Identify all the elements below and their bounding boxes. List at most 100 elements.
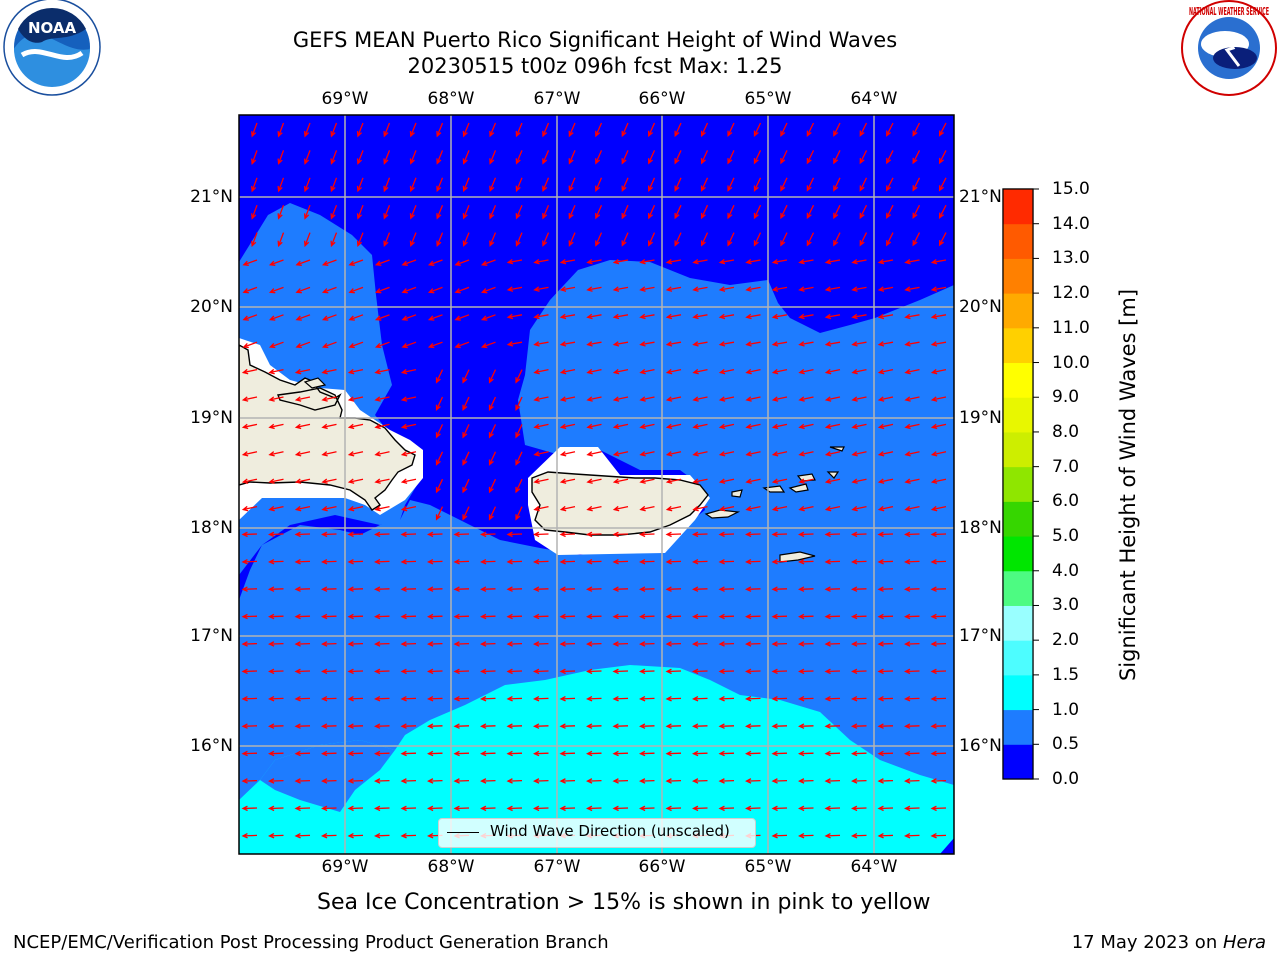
wind-wave-arrow [506, 723, 523, 729]
wind-wave-arrow [718, 368, 735, 375]
wind-wave-arrow [321, 314, 337, 321]
wind-wave-arrow [771, 258, 788, 265]
wind-wave-arrow [718, 586, 735, 592]
wind-wave-arrow [665, 586, 682, 592]
wind-wave-arrow [347, 613, 364, 620]
wind-wave-arrow [241, 423, 258, 430]
wind-wave-arrow [480, 723, 496, 729]
wind-wave-arrow [718, 695, 735, 702]
wind-wave-arrow [824, 478, 841, 484]
wind-wave-arrow [859, 204, 868, 220]
wind-wave-arrow [268, 832, 284, 839]
wind-wave-arrow [400, 451, 417, 457]
wind-wave-arrow [877, 586, 894, 592]
wind-wave-arrow [251, 204, 258, 220]
wind-wave-arrow [904, 695, 920, 702]
wind-wave-arrow [665, 396, 682, 402]
wind-wave-arrow [374, 396, 390, 402]
wind-wave-arrow [851, 423, 867, 430]
wind-wave-arrow [798, 505, 814, 512]
wind-wave-arrow [745, 613, 761, 620]
wind-wave-arrow [506, 805, 523, 812]
wind-wave-arrow [612, 423, 629, 430]
wind-wave-arrow [427, 586, 443, 592]
wind-wave-arrow [241, 695, 258, 702]
colorbar-tick-label: 5.0 [1052, 526, 1080, 547]
wind-wave-arrow [621, 232, 629, 247]
wind-wave-arrow [745, 558, 761, 565]
wind-wave-arrow [930, 313, 947, 320]
wind-wave-arrow [718, 341, 735, 347]
wind-wave-arrow [277, 177, 285, 193]
wind-wave-arrow [586, 805, 602, 812]
wind-wave-arrow [277, 150, 285, 165]
wind-wave-arrow [489, 232, 497, 247]
wind-wave-arrow [321, 259, 337, 266]
wind-wave-arrow [400, 613, 417, 620]
wind-wave-arrow [427, 668, 443, 675]
wind-wave-arrow [877, 558, 894, 565]
wind-wave-arrow [480, 586, 496, 592]
colorbar-tick-label: 0.0 [1052, 769, 1080, 789]
wind-wave-arrow [930, 695, 947, 702]
wind-wave-arrow [692, 668, 708, 675]
wind-wave-arrow [798, 368, 814, 375]
wind-wave-arrow [268, 558, 284, 565]
wind-wave-arrow [806, 150, 815, 165]
wind-wave-arrow [753, 122, 762, 138]
wind-wave-arrow [771, 451, 788, 457]
wind-wave-arrow [542, 122, 550, 138]
wind-wave-arrow [480, 750, 496, 757]
wind-wave-arrow [692, 286, 708, 292]
wind-wave-arrow [639, 423, 655, 430]
wind-wave-arrow [480, 778, 496, 784]
colorbar-frame [1002, 188, 1034, 780]
wind-wave-arrow [877, 641, 894, 647]
wind-wave-arrow [771, 558, 788, 565]
wind-wave-arrow [647, 177, 656, 192]
wind-wave-arrow [639, 478, 655, 484]
wind-wave-arrow [700, 177, 709, 192]
wind-wave-arrow [851, 558, 867, 565]
wind-wave-arrow [586, 341, 602, 347]
wind-wave-arrow [268, 668, 284, 675]
wind-wave-arrow [533, 341, 549, 347]
wind-wave-arrow [559, 778, 576, 784]
legend-line-sample [447, 832, 479, 833]
wind-wave-arrow [595, 204, 603, 220]
wind-wave-arrow [462, 424, 470, 439]
wind-wave-arrow [294, 396, 311, 402]
wind-wave-arrow [904, 613, 920, 620]
wind-wave-arrow [639, 586, 655, 592]
wind-wave-arrow [480, 641, 496, 647]
wind-wave-arrow [294, 613, 311, 620]
wind-wave-arrow [851, 832, 867, 839]
wind-wave-arrow [374, 259, 390, 266]
legend-label: Wind Wave Direction (unscaled) [490, 822, 730, 840]
wind-wave-arrow [859, 122, 868, 137]
wind-wave-arrow [533, 668, 549, 675]
wind-wave-arrow [242, 314, 258, 321]
wind-wave-arrow [533, 695, 549, 702]
wind-wave-arrow [692, 805, 708, 812]
wind-wave-arrow [559, 341, 576, 347]
wind-wave-arrow [321, 723, 337, 729]
wind-wave-arrow [586, 695, 602, 702]
wind-wave-arrow [692, 586, 708, 592]
wind-wave-arrow [718, 478, 735, 484]
wind-wave-arrow [506, 341, 523, 347]
wind-wave-arrow [586, 258, 602, 265]
wind-wave-arrow [798, 695, 814, 702]
wind-wave-arrow [294, 478, 311, 484]
wind-wave-arrow [533, 396, 549, 402]
wind-wave-arrow [241, 778, 258, 784]
wind-wave-arrow [612, 505, 629, 512]
wind-wave-arrow [241, 558, 258, 565]
wind-wave-arrow [489, 150, 497, 165]
wind-wave-arrow [798, 286, 814, 292]
wind-wave-arrow [506, 778, 523, 784]
wind-wave-arrow [930, 531, 947, 538]
wind-wave-arrow [824, 368, 841, 375]
wind-wave-arrow [506, 695, 523, 702]
wind-wave-arrow [303, 177, 311, 193]
